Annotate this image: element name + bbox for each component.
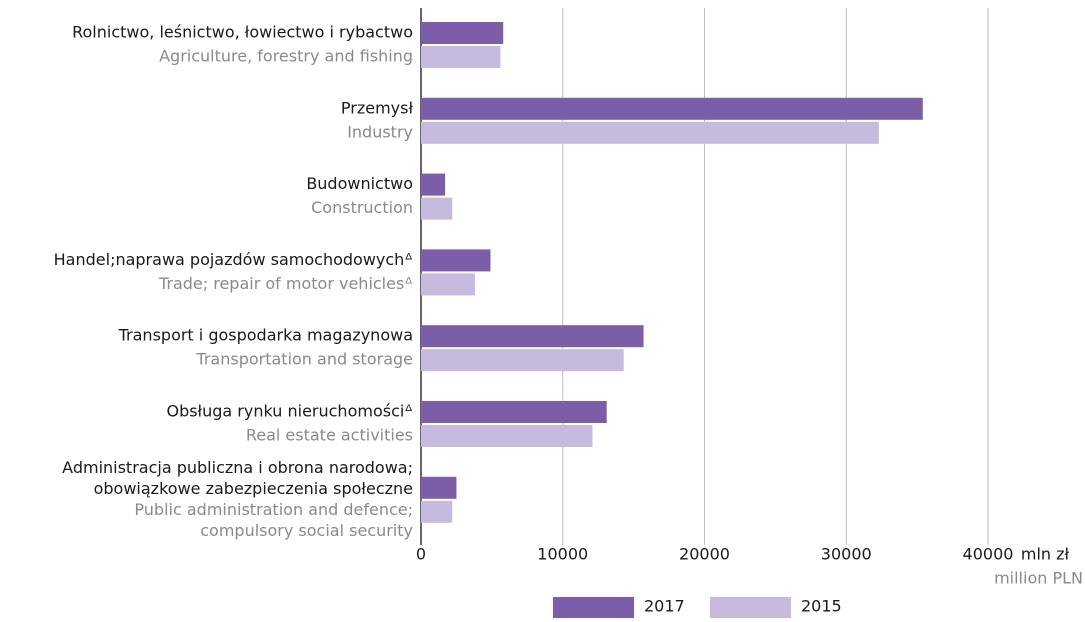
- category-label: obowiązkowe zabezpieczenia społeczne: [94, 479, 413, 498]
- category-label: Obsługa rynku nieruchomościᐞ: [166, 402, 413, 421]
- bar: [421, 121, 879, 144]
- x-tick-label: 30000: [821, 545, 872, 564]
- bar: [421, 22, 504, 44]
- bar: [421, 197, 453, 220]
- bar: [421, 425, 593, 447]
- category-label: Transportation and storage: [195, 350, 413, 369]
- legend-swatch: [553, 597, 634, 618]
- bar: [421, 46, 501, 68]
- bar: [421, 401, 607, 423]
- category-label: Transport i gospodarka magazynowa: [118, 326, 413, 345]
- bar: [421, 325, 644, 348]
- bar: [421, 173, 446, 196]
- category-label: Public administration and defence;: [134, 500, 413, 519]
- legend-swatch: [710, 597, 791, 618]
- bar: [421, 500, 453, 523]
- x-axis-label-en: million PLN: [994, 569, 1083, 588]
- category-label: Construction: [311, 198, 413, 217]
- category-label: Budownictwo: [306, 174, 413, 193]
- x-tick-label: 10000: [537, 545, 588, 564]
- category-label: Trade; repair of motor vehiclesᐞ: [158, 274, 413, 293]
- legend-label: 2015: [801, 597, 842, 616]
- category-label: Administracja publiczna i obrona narodow…: [62, 458, 413, 477]
- category-label: compulsory social security: [200, 521, 413, 540]
- x-axis-label: mln zł: [1021, 545, 1070, 564]
- category-label: Real estate activities: [246, 426, 413, 445]
- category-label: Agriculture, forestry and fishing: [159, 47, 413, 66]
- x-tick-label: 20000: [679, 545, 730, 564]
- bar: [421, 476, 457, 499]
- bar: [421, 249, 491, 272]
- x-tick-label: 0: [416, 545, 426, 564]
- category-label: Przemysł: [341, 98, 414, 117]
- bar: [421, 97, 923, 120]
- category-label: Industry: [347, 122, 413, 141]
- bar: [421, 273, 475, 296]
- category-label: Rolnictwo, leśnictwo, łowiectwo i rybact…: [72, 23, 413, 42]
- x-tick-label: 40000: [963, 545, 1014, 564]
- category-label: Handel;naprawa pojazdów samochodowychᐞ: [54, 250, 413, 269]
- legend-label: 2017: [644, 597, 685, 616]
- bar: [421, 349, 624, 372]
